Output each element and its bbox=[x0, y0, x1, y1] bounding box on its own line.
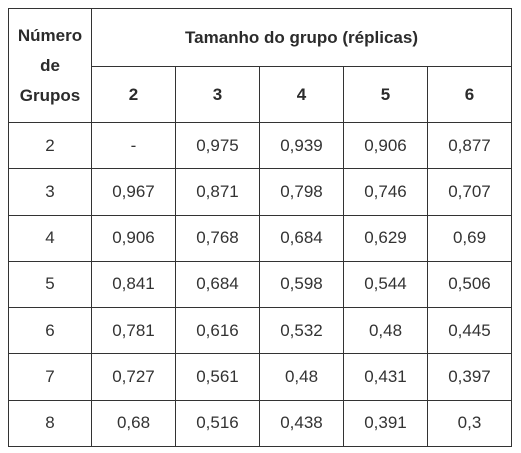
table-cell: 0,48 bbox=[259, 353, 344, 401]
row-label: 2 bbox=[8, 121, 92, 170]
table-container: Número de Grupos Tamanho do grupo (répli… bbox=[8, 8, 512, 448]
table-row: 2 - 0,975 0,939 0,906 0,877 bbox=[8, 121, 512, 170]
row-label: 5 bbox=[8, 260, 92, 309]
table-cell: - bbox=[91, 121, 176, 170]
row-label: 7 bbox=[8, 353, 92, 401]
corner-header-line-1: Número bbox=[17, 25, 83, 45]
corner-header-line-2: de bbox=[40, 55, 60, 75]
table-cell: 0,727 bbox=[91, 353, 176, 401]
table-cell: 0,532 bbox=[259, 307, 344, 355]
table-cell: 0,629 bbox=[343, 214, 428, 262]
header-row-group: Número de Grupos Tamanho do grupo (répli… bbox=[8, 8, 512, 123]
table-cell: 0,3 bbox=[427, 399, 512, 448]
table-cell: 0,746 bbox=[343, 168, 428, 216]
group-size-header: Tamanho do grupo (réplicas) bbox=[91, 8, 512, 67]
table-cell: 0,544 bbox=[343, 260, 428, 309]
table-cell: 0,768 bbox=[175, 214, 260, 262]
table-cell: 0,397 bbox=[427, 353, 512, 401]
table-cell: 0,445 bbox=[427, 307, 512, 355]
column-header: 3 bbox=[175, 66, 260, 123]
data-table: Número de Grupos Tamanho do grupo (répli… bbox=[8, 8, 512, 448]
table-cell: 0,516 bbox=[175, 399, 260, 448]
table-cell: 0,781 bbox=[91, 307, 176, 355]
corner-header: Número de Grupos bbox=[8, 8, 92, 123]
row-label: 4 bbox=[8, 214, 92, 262]
table-row: 6 0,781 0,616 0,532 0,48 0,445 bbox=[8, 307, 512, 355]
table-cell: 0,871 bbox=[175, 168, 260, 216]
table-cell: 0,506 bbox=[427, 260, 512, 309]
column-header: 5 bbox=[343, 66, 428, 123]
column-header: 4 bbox=[259, 66, 344, 123]
table-cell: 0,684 bbox=[175, 260, 260, 309]
table-row: 3 0,967 0,871 0,798 0,746 0,707 bbox=[8, 168, 512, 216]
table-cell: 0,906 bbox=[343, 121, 428, 170]
table-cell: 0,798 bbox=[259, 168, 344, 216]
row-label: 3 bbox=[8, 168, 92, 216]
column-header: 2 bbox=[91, 66, 176, 123]
header-row-columns: 2 3 4 5 6 bbox=[9, 66, 512, 123]
table-row: 5 0,841 0,684 0,598 0,544 0,506 bbox=[8, 260, 512, 309]
table-cell: 0,598 bbox=[259, 260, 344, 309]
table-cell: 0,877 bbox=[427, 121, 512, 170]
table-cell: 0,975 bbox=[175, 121, 260, 170]
table-cell: 0,69 bbox=[427, 214, 512, 262]
table-row: 8 0,68 0,516 0,438 0,391 0,3 bbox=[8, 399, 512, 448]
row-label: 6 bbox=[8, 307, 92, 355]
table-cell: 0,684 bbox=[259, 214, 344, 262]
table-cell: 0,68 bbox=[91, 399, 176, 448]
table-row: 4 0,906 0,768 0,684 0,629 0,69 bbox=[8, 214, 512, 262]
table-cell: 0,561 bbox=[175, 353, 260, 401]
table-cell: 0,906 bbox=[91, 214, 176, 262]
table-cell: 0,431 bbox=[343, 353, 428, 401]
table-cell: 0,967 bbox=[91, 168, 176, 216]
table-row: 7 0,727 0,561 0,48 0,431 0,397 bbox=[8, 353, 512, 401]
row-label: 8 bbox=[8, 399, 92, 448]
table-cell: 0,391 bbox=[343, 399, 428, 448]
table-cell: 0,616 bbox=[175, 307, 260, 355]
table-cell: 0,438 bbox=[259, 399, 344, 448]
table-cell: 0,841 bbox=[91, 260, 176, 309]
table-cell: 0,48 bbox=[343, 307, 428, 355]
table-cell: 0,939 bbox=[259, 121, 344, 170]
corner-header-line-3: Grupos bbox=[19, 85, 81, 105]
table-cell: 0,707 bbox=[427, 168, 512, 216]
column-header: 6 bbox=[427, 66, 512, 123]
